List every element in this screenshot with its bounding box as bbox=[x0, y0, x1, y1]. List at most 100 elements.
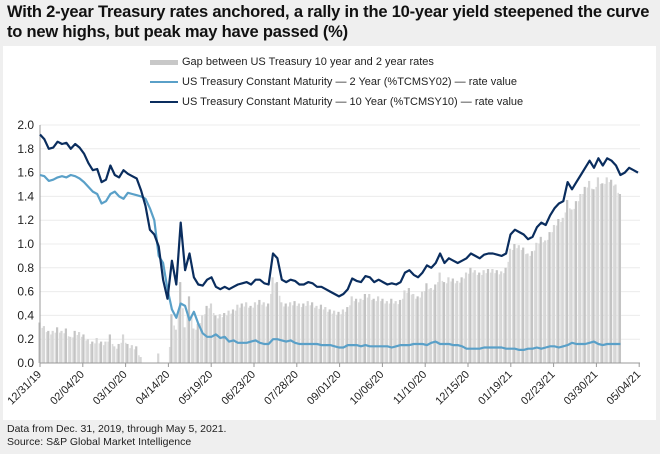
gap-bar bbox=[577, 201, 580, 363]
gap-bar bbox=[552, 224, 556, 363]
gap-bar bbox=[328, 309, 331, 363]
gap-bar bbox=[190, 315, 193, 363]
gap-bar bbox=[283, 306, 285, 363]
gap-bar bbox=[94, 343, 96, 363]
gap-bar bbox=[544, 240, 547, 363]
gap-bar bbox=[230, 313, 233, 363]
gap-bar bbox=[570, 209, 573, 363]
y-tick-label: 0.6 bbox=[17, 285, 34, 299]
gap-bar bbox=[305, 305, 307, 363]
gap-bar bbox=[231, 309, 235, 363]
gap-bar bbox=[432, 289, 435, 363]
gap-bar bbox=[560, 221, 562, 363]
legend-item-two-year: US Treasury Constant Maturity — 2 Year (… bbox=[150, 72, 523, 92]
y-tick-label: 1.2 bbox=[17, 213, 34, 227]
gap-bar bbox=[388, 303, 391, 363]
gap-bar bbox=[566, 199, 569, 363]
gap-bar bbox=[315, 305, 318, 363]
gap-bar bbox=[442, 282, 446, 363]
gap-bar bbox=[583, 186, 586, 363]
gap-bar bbox=[507, 261, 510, 363]
gap-bar bbox=[375, 301, 378, 363]
gap-bar bbox=[287, 306, 290, 363]
gap-bar bbox=[245, 302, 248, 363]
gap-bar bbox=[139, 357, 142, 363]
gap-bar bbox=[591, 188, 593, 363]
gap-bar bbox=[494, 273, 496, 363]
gap-bar bbox=[595, 186, 598, 363]
gap-bar bbox=[460, 277, 463, 363]
gap-bar bbox=[236, 304, 239, 363]
gap-bar bbox=[129, 348, 131, 363]
gap-bar bbox=[89, 343, 92, 363]
gap-bar bbox=[393, 303, 395, 363]
gap-bar bbox=[346, 307, 349, 363]
gap-bar bbox=[441, 280, 444, 363]
gap-bar bbox=[368, 293, 371, 363]
gap-bar bbox=[520, 249, 523, 363]
x-tick-label: 02/23/21 bbox=[519, 369, 558, 408]
gap-bar bbox=[327, 311, 329, 363]
x-tick-labels: 12/31/19 02/04/20 03/10/20 04/14/20 05/19/20… bbox=[5, 369, 643, 408]
gap-bar bbox=[538, 243, 540, 363]
gap-bar bbox=[340, 314, 342, 363]
gap-bar bbox=[280, 302, 283, 363]
gap-bar bbox=[319, 304, 323, 363]
gap-bar bbox=[262, 302, 265, 363]
gap-bar bbox=[278, 295, 281, 363]
gap-bar bbox=[54, 332, 57, 363]
gap-bar bbox=[331, 313, 334, 363]
gap-bar bbox=[311, 302, 314, 363]
gap-bar bbox=[306, 301, 309, 363]
legend-label-ten-year: US Treasury Constant Maturity — 10 Year … bbox=[182, 96, 524, 108]
gap-bar bbox=[573, 208, 576, 363]
two-year-line bbox=[39, 173, 621, 351]
gap-bar bbox=[67, 336, 70, 363]
chart-title: With 2-year Treasury rates anchored, a r… bbox=[7, 3, 650, 41]
gap-bar bbox=[371, 299, 373, 363]
gap-bar bbox=[212, 313, 215, 363]
gap-bar bbox=[596, 177, 600, 363]
gap-bar bbox=[64, 328, 67, 363]
gap-bar bbox=[610, 179, 613, 363]
y-tick-label: 0.2 bbox=[17, 332, 34, 346]
gap-bar bbox=[517, 245, 520, 363]
gap-bar bbox=[126, 343, 129, 363]
gap-bar bbox=[337, 311, 340, 363]
gap-bar bbox=[170, 314, 173, 363]
gap-bar bbox=[201, 315, 204, 363]
gap-bar bbox=[322, 309, 325, 363]
gap-bar bbox=[450, 281, 452, 363]
gap-bar bbox=[555, 225, 558, 363]
gap-bar bbox=[472, 272, 474, 363]
gap-bar bbox=[234, 310, 237, 363]
gap-bar bbox=[454, 283, 457, 363]
gap-bar bbox=[186, 315, 189, 363]
x-tick-label: 03/10/20 bbox=[91, 369, 130, 408]
gap-bar bbox=[526, 253, 529, 363]
gap-bar bbox=[412, 293, 415, 363]
gap-bar bbox=[425, 283, 428, 363]
legend-swatch-two-year bbox=[150, 81, 178, 83]
y-tick-label: 1.0 bbox=[17, 237, 34, 251]
gap-bar bbox=[85, 340, 87, 363]
gap-bar bbox=[420, 291, 424, 363]
x-tick-label: 12/15/20 bbox=[433, 369, 472, 408]
gap-bar bbox=[333, 310, 336, 363]
y-tick-label: 1.4 bbox=[17, 189, 34, 203]
gap-bar bbox=[76, 335, 79, 363]
gap-bar bbox=[588, 180, 591, 363]
gap-bar bbox=[569, 208, 571, 363]
gap-bar bbox=[77, 332, 81, 363]
gap-bar bbox=[401, 298, 404, 363]
gap-bar bbox=[394, 301, 397, 363]
gap-bar bbox=[447, 277, 450, 363]
legend-swatch-gap bbox=[150, 59, 178, 65]
gap-bar bbox=[511, 249, 514, 363]
gap-bar bbox=[469, 267, 472, 363]
gap-bar bbox=[227, 310, 230, 363]
gap-bar bbox=[349, 305, 351, 363]
gap-bar bbox=[344, 311, 347, 363]
gap-bar bbox=[297, 303, 301, 363]
gap-bar bbox=[183, 327, 186, 363]
